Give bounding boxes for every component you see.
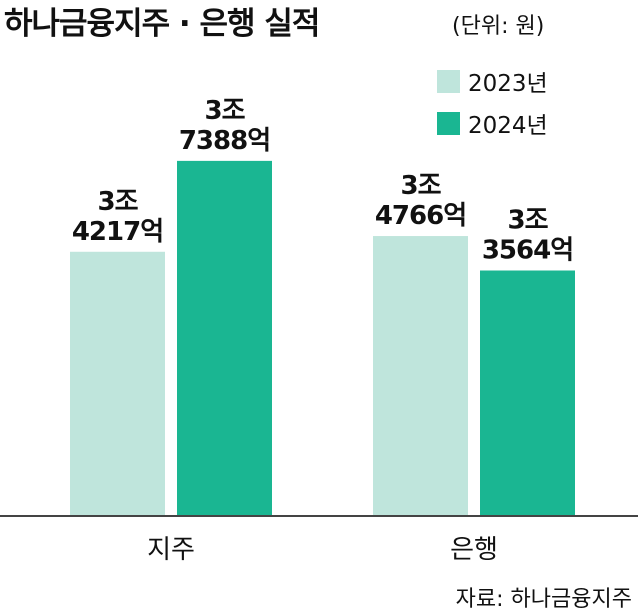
bar bbox=[480, 270, 575, 516]
value-label: 3조 bbox=[400, 171, 441, 201]
value-label: 3564억 bbox=[482, 235, 573, 265]
legend-swatch bbox=[437, 112, 460, 135]
legend-label: 2023년 bbox=[468, 71, 548, 97]
legend-swatch bbox=[437, 70, 460, 93]
legend-label: 2024년 bbox=[468, 113, 548, 139]
value-label: 3조 bbox=[507, 205, 548, 235]
value-label: 4766억 bbox=[375, 201, 466, 231]
value-label: 7388억 bbox=[179, 126, 270, 156]
x-tick-label: 지주 bbox=[147, 535, 195, 565]
chart-title: 하나금융지주 · 은행 실적 bbox=[4, 6, 319, 42]
source-note: 자료: 하나금융지주 bbox=[456, 587, 632, 612]
bar bbox=[373, 236, 468, 517]
x-tick-label: 은행 bbox=[450, 535, 498, 565]
value-label: 3조 bbox=[97, 187, 138, 217]
value-label: 4217억 bbox=[72, 217, 163, 247]
bar bbox=[70, 251, 165, 516]
bar bbox=[177, 160, 272, 517]
chart-subtitle: (단위: 원) bbox=[452, 14, 544, 39]
value-label: 3조 bbox=[204, 96, 245, 126]
